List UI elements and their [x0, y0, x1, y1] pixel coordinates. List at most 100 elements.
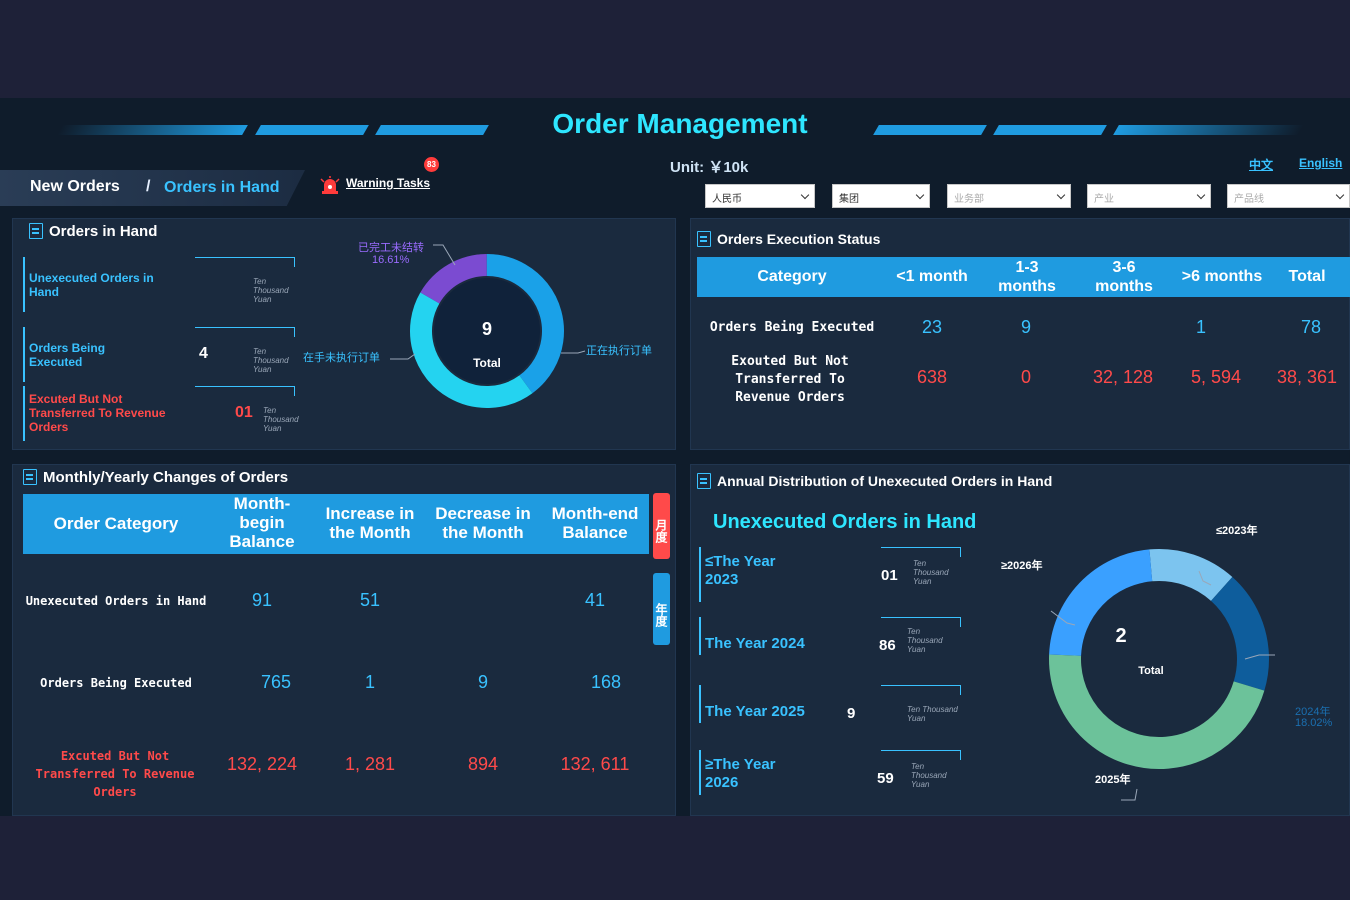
- mc-row-2-label: Excuted But Not Transferred To Revenue O…: [35, 749, 195, 799]
- mc-row-0-end: 41: [584, 590, 606, 610]
- monthly-changes-header: Order Category Month-begin Balance Incre…: [23, 494, 649, 554]
- donut1-label-left: 在手未执行订单: [303, 352, 380, 364]
- header-deco-right-1: [873, 125, 987, 135]
- donut-segment-1: [1049, 549, 1269, 769]
- business-dept-select[interactable]: 业务部: [947, 184, 1071, 208]
- mc-row-1-label: Orders Being Executed: [40, 676, 192, 690]
- breadcrumb-orders-in-hand[interactable]: Orders in Hand: [164, 179, 280, 196]
- lang-cn-link[interactable]: 中文: [1249, 158, 1274, 172]
- mc-row-2-begin: 132, 224: [226, 754, 298, 774]
- breadcrumb: New Orders / Orders in Hand: [0, 170, 305, 206]
- kpi-being-executed-label: Orders Being Executed: [29, 341, 106, 369]
- donut-segment-2: [409, 254, 564, 408]
- annual-kpi-2026-unit: Ten Thousand Yuan: [911, 762, 947, 789]
- product-line-select[interactable]: 产品线: [1227, 184, 1350, 208]
- annual-distribution-title: Annual Distribution of Unexecuted Orders…: [697, 473, 1117, 493]
- annual-kpi-2023: ≤The Year 2023 01 Ten Thousand Yuan: [699, 547, 961, 602]
- leader-line-purple: [433, 244, 456, 266]
- chevron-down-icon: [1196, 190, 1206, 200]
- month-tab-label: 月度: [654, 519, 668, 543]
- annual-kpi-2023-label: ≤The Year 2023: [705, 553, 776, 588]
- col-gt-6-months: >6 months: [1181, 268, 1263, 285]
- annual-kpi-2026: ≥The Year 2026 59 Ten Thousand Yuan: [699, 750, 961, 795]
- donut1-label-purple: 已完工未结转: [358, 242, 424, 254]
- industry-select[interactable]: 产业: [1087, 184, 1211, 208]
- donut-segment-0: [1049, 549, 1269, 769]
- chevron-down-icon: [1335, 190, 1345, 200]
- annual-kpi-2024-value: 86: [879, 637, 896, 654]
- industry-placeholder: 产业: [1094, 194, 1114, 205]
- month-tab[interactable]: 月度: [653, 493, 670, 559]
- donut1-center-value: 9: [481, 319, 492, 339]
- annual-donut-center: [1083, 583, 1235, 735]
- exec-row-0-label: Orders Being Executed: [709, 320, 875, 335]
- donut-segment-1: [409, 254, 564, 408]
- breadcrumb-new-orders[interactable]: New Orders: [30, 178, 120, 195]
- col-month-end: Month-end Balance: [551, 504, 639, 542]
- col-lt-1-month: <1 month: [896, 268, 968, 285]
- monthly-changes-title-text: Monthly/Yearly Changes of Orders: [43, 469, 289, 486]
- col-order-category: Order Category: [53, 514, 179, 533]
- monthly-changes-panel: Monthly/Yearly Changes of Orders Order C…: [12, 464, 676, 816]
- group-select[interactable]: 集团: [832, 184, 930, 208]
- lang-en-link[interactable]: English: [1299, 156, 1343, 170]
- header-deco-left-1: [57, 125, 248, 135]
- col-1-3-months: 1-3 months: [998, 259, 1056, 295]
- breadcrumb-separator: /: [146, 178, 151, 195]
- col-decrease: Decrease in the Month: [435, 504, 531, 542]
- business-dept-placeholder: 业务部: [954, 194, 984, 205]
- kpi-unexecuted-orders: Unexecuted Orders in Hand Ten Thousand Y…: [23, 257, 295, 312]
- annual-kpi-2024-label: The Year 2024: [705, 635, 805, 652]
- kpi-unexecuted-unit: Ten Thousand Yuan: [253, 277, 289, 304]
- donut1-label-right: 正在执行订单: [586, 345, 652, 357]
- execution-status-title-text: Orders Execution Status: [717, 231, 881, 247]
- annual-kpi-2026-value: 59: [877, 770, 894, 787]
- annual-kpi-2025-label: The Year 2025: [705, 703, 805, 720]
- donut1-center-label: Total: [473, 356, 501, 370]
- kpi-being-executed-unit: Ten Thousand Yuan: [253, 347, 289, 374]
- annual-label-2024: 2024年: [1295, 706, 1331, 718]
- kpi-being-executed-value: 4: [199, 345, 208, 362]
- group-select-value: 集团: [839, 194, 859, 205]
- header-deco-left-3: [375, 125, 489, 135]
- exec-row-0-lt1: 23: [921, 317, 943, 337]
- leader-2023: [1198, 570, 1212, 586]
- col-month-begin: Month-begin Balance: [229, 494, 295, 551]
- warning-tasks[interactable]: Warning Tasks 83: [320, 157, 440, 196]
- unit-label: Unit: ￥10k: [670, 159, 749, 176]
- leader-line-right: [561, 350, 586, 354]
- annual-label-2023: ≤2023年: [1216, 525, 1258, 537]
- alarm-icon: [320, 176, 340, 194]
- annual-donut-center-label: Total: [1138, 665, 1164, 677]
- annual-kpi-2024-unit: Ten Thousand Yuan: [907, 627, 943, 654]
- currency-select[interactable]: 人民币: [705, 184, 815, 208]
- annual-donut: [1049, 549, 1275, 801]
- warning-tasks-label[interactable]: Warning Tasks: [346, 176, 431, 190]
- document-icon: [29, 223, 43, 239]
- header-deco-right-3: [1113, 125, 1304, 135]
- mc-row-1-begin: 765: [260, 672, 292, 692]
- annual-kpi-2026-label: ≥The Year 2026: [705, 756, 776, 791]
- exec-row-1-total: 38, 361: [1276, 367, 1338, 387]
- mc-row-0-inc: 51: [359, 590, 381, 610]
- annual-kpi-2025: The Year 2025 9 Ten Thousand Yuan: [699, 685, 961, 723]
- annual-distribution-title-text: Annual Distribution of Unexecuted Orders…: [717, 473, 1053, 489]
- exec-row-1-label: Exouted But Not Transferred To Revenue O…: [731, 354, 849, 405]
- mc-row-1-end: 168: [590, 672, 622, 692]
- mc-row-2-end: 132, 611: [560, 754, 630, 774]
- execution-status-panel: Orders Execution Status Category <1 mont…: [690, 218, 1350, 450]
- currency-select-value: 人民币: [712, 194, 742, 205]
- kpi-not-transferred-value: 01: [235, 404, 253, 421]
- annual-pct-2024: 18.02%: [1295, 717, 1333, 729]
- kpi-unexecuted-label: Unexecuted Orders in Hand: [29, 271, 154, 299]
- mc-row-2-dec: 894: [467, 754, 499, 774]
- mc-row-2-inc: 1, 281: [344, 754, 396, 774]
- exec-row-1-1to3: 0: [1020, 367, 1031, 387]
- year-tab[interactable]: 年度: [653, 573, 670, 645]
- exec-row-1-gt6: 5, 594: [1190, 367, 1242, 387]
- document-icon: [23, 469, 37, 485]
- chevron-down-icon: [1056, 190, 1066, 200]
- mc-row-0-label: Unexecuted Orders in Hand: [25, 594, 207, 608]
- annual-donut-center-value: 2: [1115, 625, 1127, 647]
- exec-row-1-lt1: 638: [916, 367, 948, 387]
